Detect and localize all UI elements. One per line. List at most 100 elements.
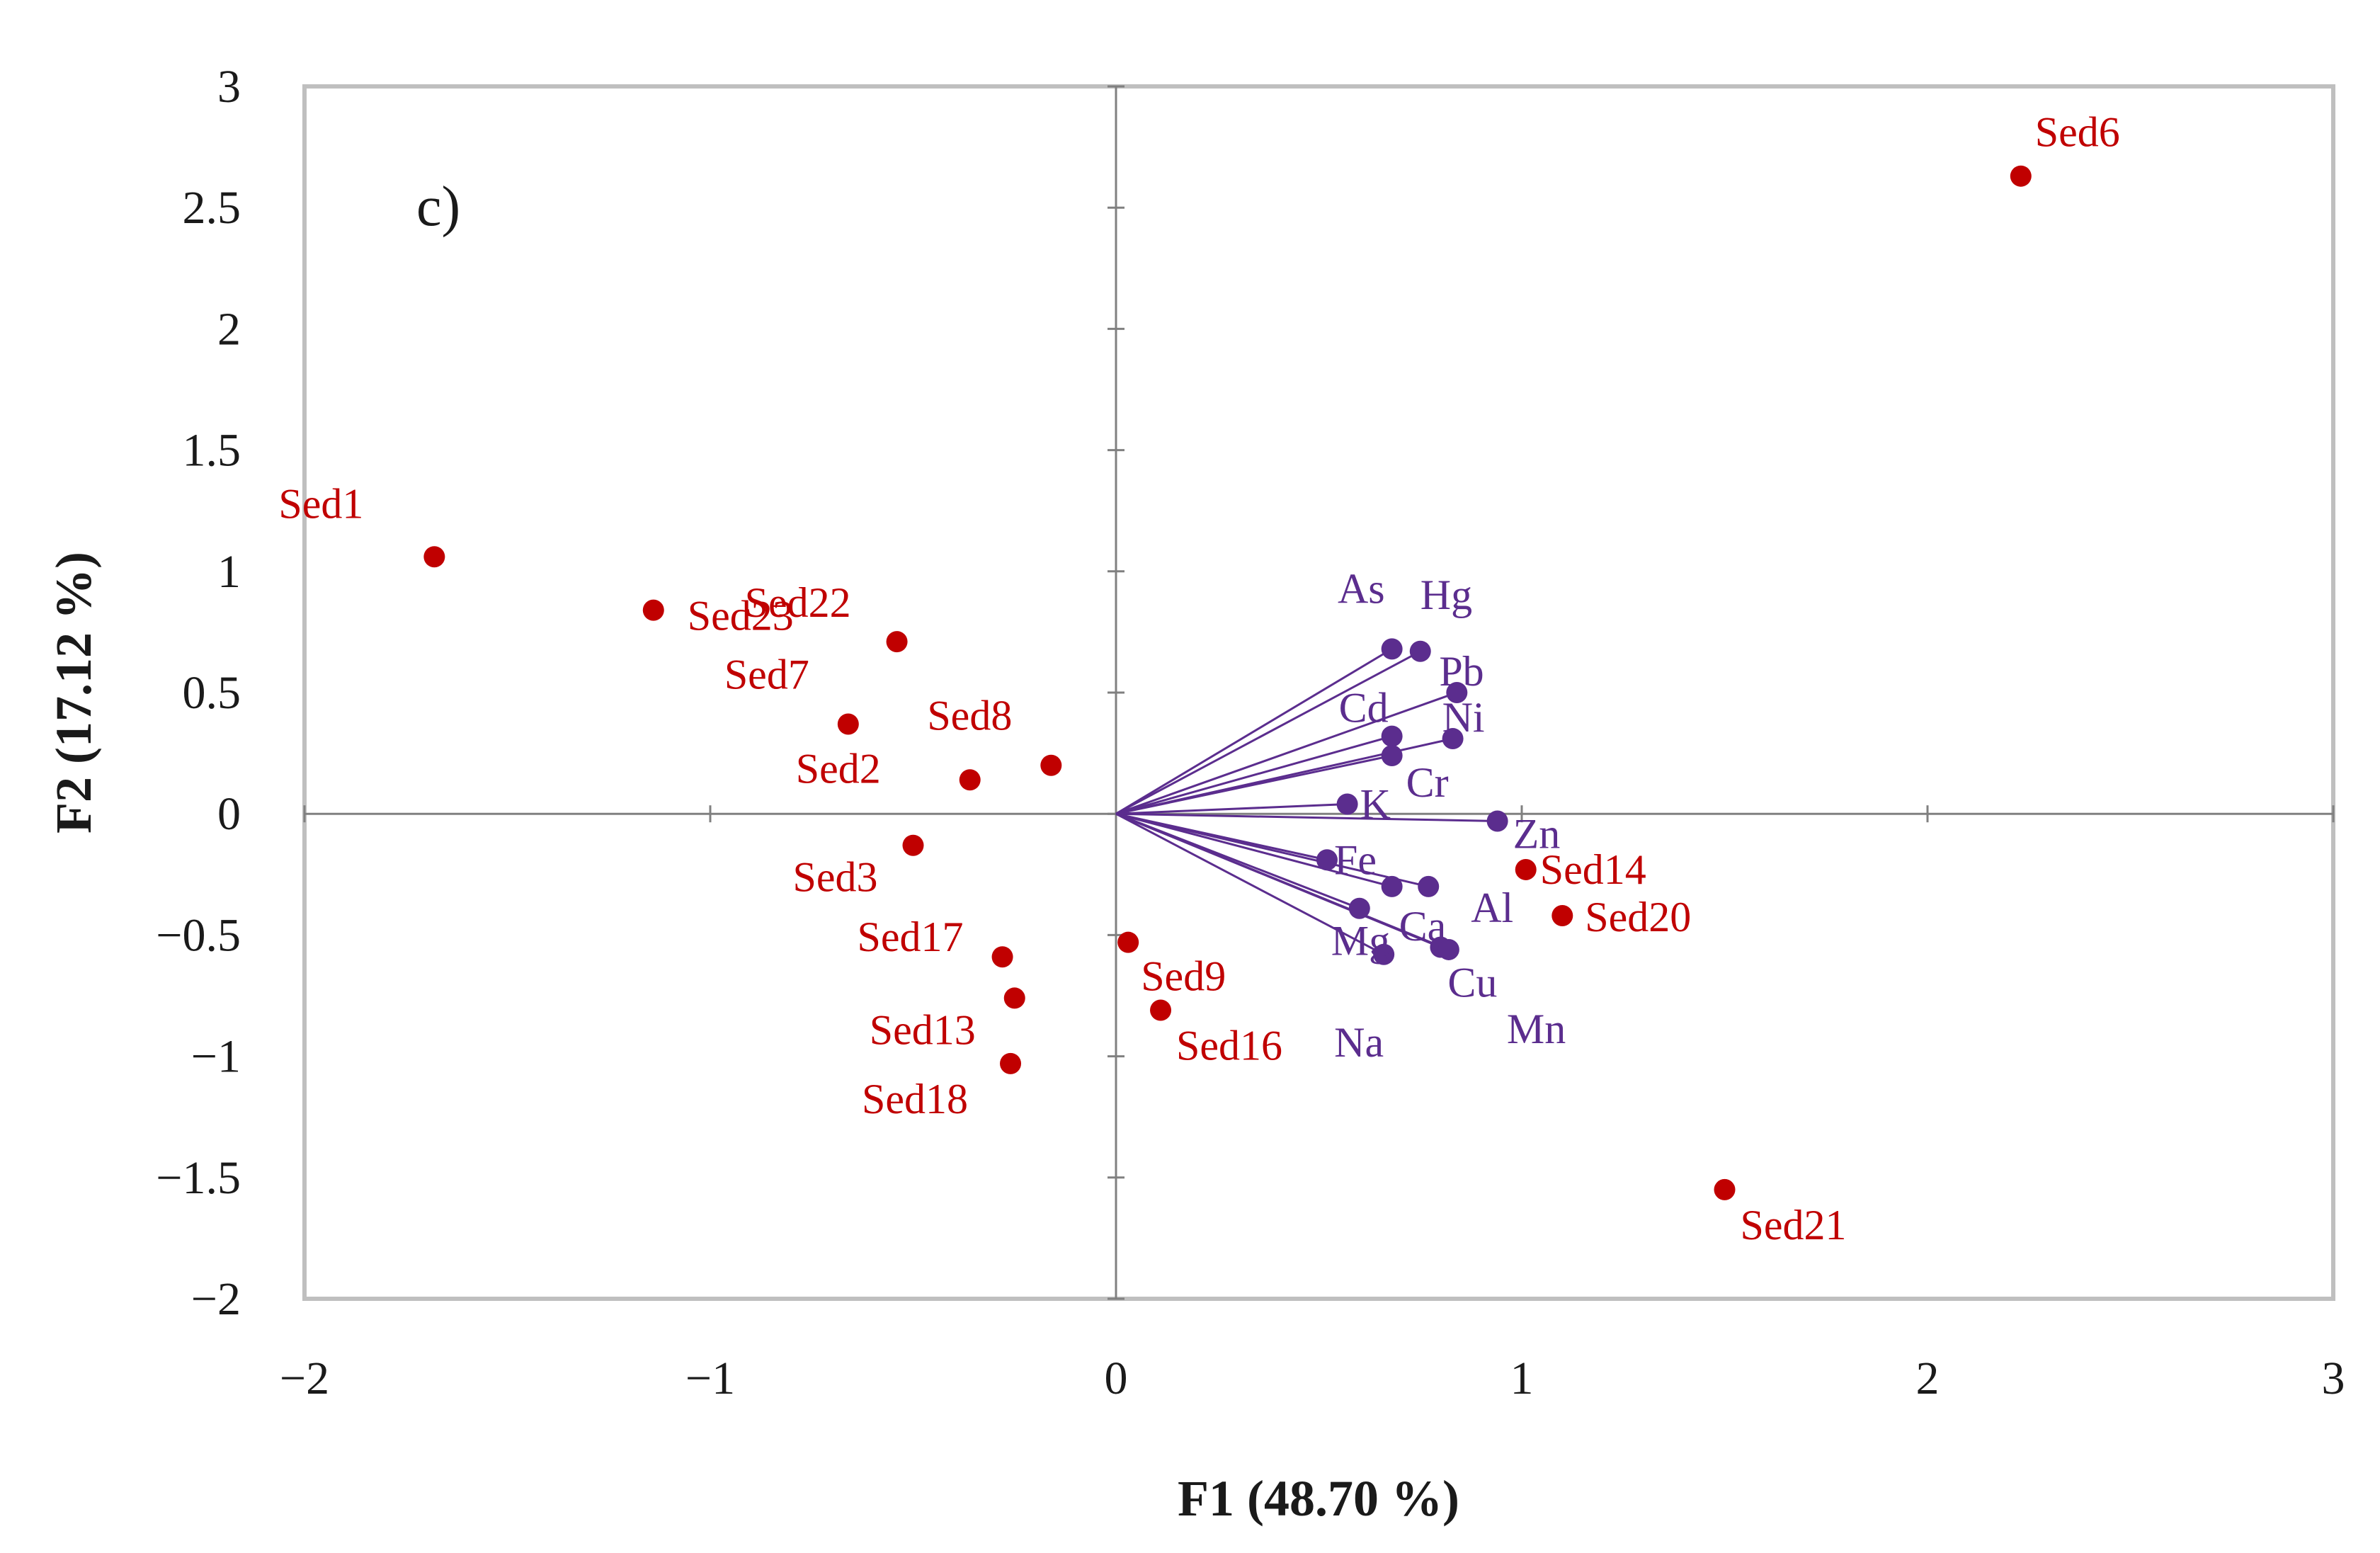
variable-label: As — [1338, 565, 1385, 612]
variable-point — [1418, 875, 1440, 897]
variable-vector — [1115, 648, 1393, 815]
sample-label: Sed1 — [278, 480, 363, 527]
sample-label: Sed2 — [796, 745, 881, 792]
sample-label: Sed8 — [927, 693, 1012, 739]
sample-label: Sed21 — [1741, 1202, 1847, 1248]
variable-vector — [1115, 812, 1384, 956]
sample-label: Sed17 — [858, 914, 964, 960]
sample-point — [642, 599, 664, 621]
variable-label: Fe — [1334, 836, 1377, 883]
sample-label: Sed22 — [745, 579, 851, 626]
y-tick-label: −0.5 — [156, 909, 241, 961]
variable-label: Al — [1471, 884, 1513, 931]
variable-point — [1316, 849, 1338, 871]
sample-point — [1150, 999, 1172, 1021]
y-tick-label: 3 — [217, 61, 241, 113]
sample-point — [423, 546, 445, 568]
y-tick-label: 2.5 — [183, 182, 241, 234]
y-tick-label: −1 — [191, 1031, 241, 1083]
variable-vector — [1115, 691, 1457, 815]
x-axis-tick-labels: −2 −1 0 1 2 3 — [280, 1353, 2345, 1404]
variable-point — [1336, 793, 1358, 815]
variable-point — [1373, 943, 1395, 965]
tick-marks — [303, 85, 2335, 1300]
sample-point — [1117, 931, 1139, 953]
sample-point — [1515, 858, 1537, 880]
sample-point — [959, 769, 981, 791]
variable-point — [1442, 728, 1464, 750]
x-tick-label: 1 — [1510, 1353, 1534, 1404]
sample-point — [1000, 1052, 1022, 1074]
variable-vector — [1115, 812, 1429, 888]
y-axis-title: F2 (17.12 %) — [45, 552, 102, 834]
variable-label: Na — [1334, 1019, 1384, 1066]
variable-vectors — [1115, 648, 1498, 956]
y-tick-label: 0 — [217, 788, 241, 840]
variable-label: Ni — [1442, 694, 1485, 741]
variable-vector — [1115, 650, 1421, 815]
variable-vector — [1115, 735, 1393, 815]
y-tick-label: 0.5 — [183, 667, 241, 719]
sample-label: Sed20 — [1585, 894, 1691, 940]
y-tick-label: 1 — [217, 546, 241, 598]
variable-point — [1381, 745, 1403, 767]
variable-label: Ca — [1399, 903, 1447, 950]
sample-point — [1003, 987, 1025, 1009]
observation-points — [423, 165, 2032, 1200]
y-tick-label: −1.5 — [156, 1152, 241, 1204]
variable-vector — [1115, 812, 1393, 888]
sample-label: Sed9 — [1141, 953, 1226, 1000]
x-tick-label: 3 — [2322, 1353, 2345, 1404]
y-tick-label: 2 — [217, 303, 241, 355]
sample-label: Sed23 — [688, 593, 794, 639]
variable-point — [1381, 638, 1403, 660]
sample-label: Sed14 — [1540, 846, 1646, 893]
sample-label: Sed6 — [2035, 109, 2120, 156]
sample-point — [1551, 905, 1573, 927]
sample-point — [837, 713, 859, 735]
variable-label: Mg — [1331, 918, 1390, 965]
sample-point — [886, 631, 908, 653]
variable-label: K — [1360, 781, 1391, 828]
x-tick-label: 0 — [1105, 1353, 1128, 1404]
plot-frame — [302, 84, 2335, 1301]
variable-label: Cr — [1406, 759, 1449, 806]
variable-vector — [1115, 812, 1450, 951]
variable-vector — [1115, 803, 1348, 815]
variable-label: Zn — [1513, 810, 1561, 857]
y-tick-label: −2 — [191, 1273, 241, 1325]
variable-point — [1381, 725, 1403, 747]
variable-label: Mn — [1507, 1006, 1566, 1052]
sample-point — [1040, 754, 1062, 776]
sample-point — [991, 946, 1013, 968]
sample-point — [1714, 1178, 1736, 1200]
sample-label: Sed3 — [793, 854, 878, 901]
variable-point — [1381, 875, 1403, 897]
sample-label: Sed7 — [724, 652, 809, 698]
y-axis-tick-labels: 3 2.5 2 1.5 1 0.5 0 −0.5 −1 −1.5 −2 — [156, 61, 241, 1325]
variable-label: Hg — [1420, 571, 1472, 618]
x-axis-title: F1 (48.70 %) — [1178, 1470, 1459, 1527]
variable-point — [1409, 640, 1431, 662]
variable-point — [1348, 897, 1370, 919]
variable-vector — [1115, 754, 1392, 815]
x-tick-label: −1 — [685, 1353, 735, 1404]
sample-point — [902, 834, 924, 856]
variable-label: Cd — [1339, 685, 1389, 732]
variable-point — [1437, 938, 1459, 960]
variable-label: Pb — [1439, 648, 1484, 695]
sample-label: Sed18 — [862, 1076, 968, 1122]
x-tick-label: 2 — [1916, 1353, 1940, 1404]
variable-point — [1446, 682, 1468, 703]
sample-point — [2010, 165, 2032, 187]
sample-label: Sed13 — [870, 1006, 976, 1053]
variable-point — [1486, 810, 1508, 832]
variable-label: Cu — [1447, 960, 1497, 1006]
y-tick-label: 1.5 — [183, 425, 241, 477]
x-tick-label: −2 — [280, 1353, 329, 1404]
panel-label: c) — [416, 176, 460, 238]
variable-vector — [1115, 812, 1498, 822]
sample-label: Sed16 — [1176, 1023, 1282, 1069]
